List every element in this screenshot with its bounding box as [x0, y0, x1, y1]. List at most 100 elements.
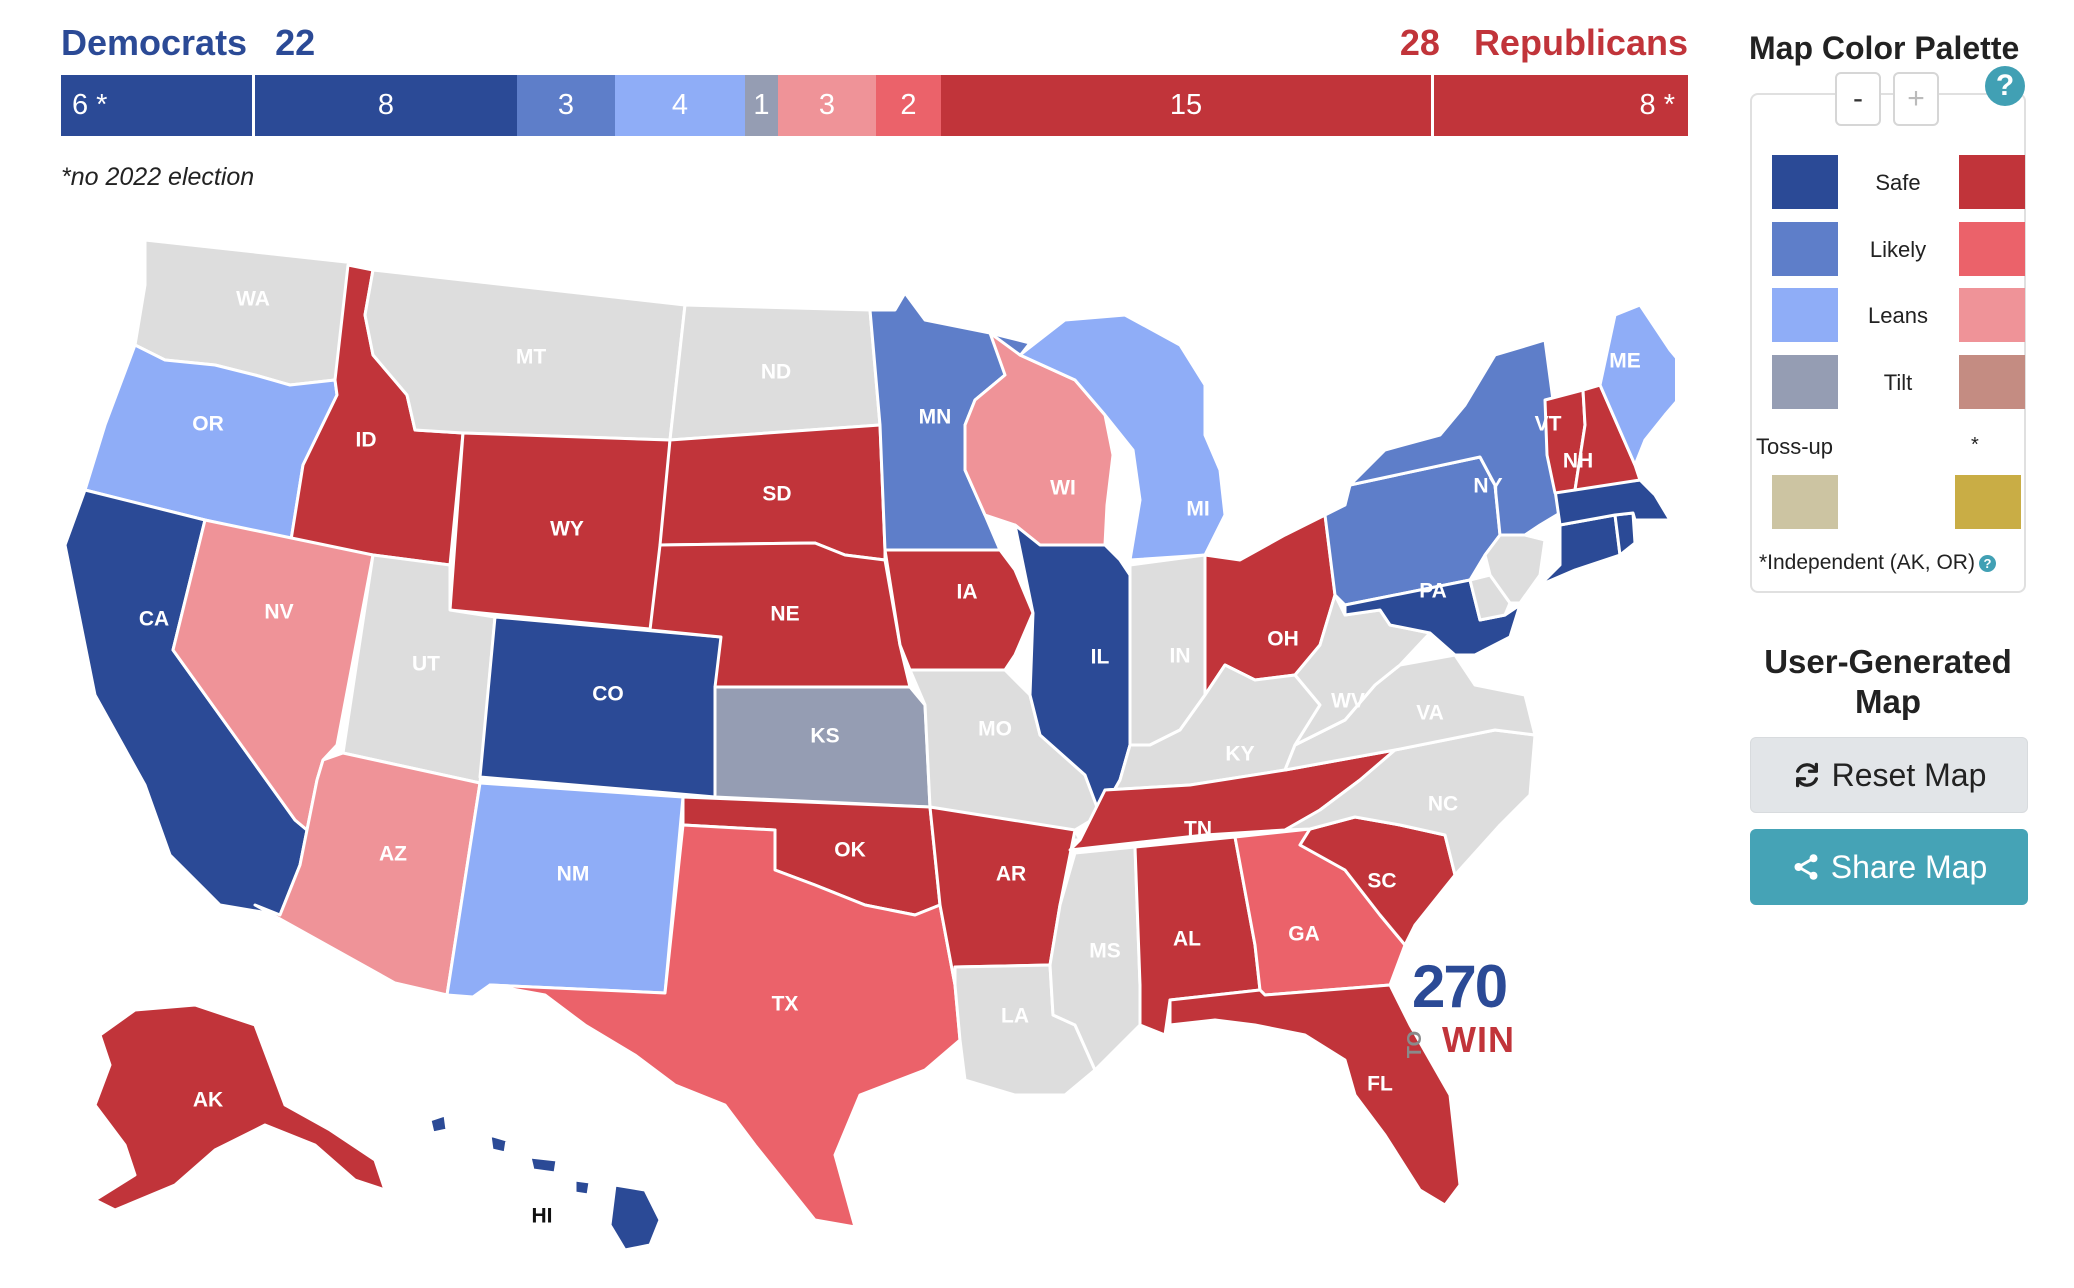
state-ri[interactable]	[1613, 511, 1637, 557]
label-va: VA	[1416, 702, 1444, 725]
palette-box	[1750, 93, 2026, 593]
label-ky: KY	[1225, 743, 1254, 766]
swatch-leans-rep[interactable]	[1959, 288, 2025, 342]
state-nm[interactable]	[445, 781, 685, 999]
swatch-tilt-rep[interactable]	[1959, 355, 2025, 409]
label-ca: CA	[139, 608, 169, 631]
swatch-independent[interactable]	[1955, 475, 2021, 529]
reset-map-button[interactable]: Reset Map	[1750, 737, 2028, 813]
state-mi[interactable]	[1018, 313, 1227, 562]
independent-label: *	[1971, 434, 1979, 456]
label-tn: TN	[1184, 818, 1212, 841]
seat-segment-tilt-d[interactable]: 1	[745, 75, 778, 136]
palette-title: Map Color Palette	[1749, 30, 2020, 66]
label-tx: TX	[772, 993, 799, 1016]
seat-bar: 6 * 8 3 4 1 3 2 15 8 *	[61, 75, 1688, 136]
label-wv: WV	[1331, 690, 1365, 713]
rating-label-likely: Likely	[1869, 237, 1927, 262]
state-nj[interactable]	[1483, 533, 1547, 605]
user-generated-map-title: User-Generated Map	[1764, 643, 2012, 720]
label-mn: MN	[919, 406, 952, 429]
state-nc[interactable]	[1283, 728, 1537, 877]
label-mt: MT	[516, 346, 546, 369]
label-sd: SD	[762, 483, 791, 506]
label-ne: NE	[770, 603, 799, 626]
swatch-safe-dem[interactable]	[1772, 155, 1838, 209]
label-pa: PA	[1419, 580, 1447, 603]
label-nh: NH	[1563, 450, 1593, 473]
seat-segment-safe-d-noelection[interactable]: 6 *	[61, 75, 255, 136]
label-az: AZ	[379, 843, 407, 866]
swatch-tilt-dem[interactable]	[1772, 355, 1838, 409]
label-nm: NM	[557, 863, 590, 886]
label-nc: NC	[1428, 793, 1458, 816]
state-ne[interactable]	[648, 541, 912, 689]
no-election-footnote: *no 2022 election	[61, 163, 255, 191]
label-ms: MS	[1089, 940, 1121, 963]
label-vt: VT	[1535, 413, 1562, 436]
state-ct[interactable]	[1538, 513, 1622, 587]
share-icon	[1794, 854, 1818, 880]
label-nd: ND	[761, 361, 791, 384]
label-sc: SC	[1367, 870, 1396, 893]
label-nv: NV	[264, 601, 293, 624]
rating-label-safe: Safe	[1875, 170, 1921, 195]
state-me[interactable]	[1598, 303, 1675, 467]
seat-segment-leans-r[interactable]: 3	[778, 75, 876, 136]
label-ak: AK	[193, 1089, 223, 1112]
label-ar: AR	[996, 863, 1026, 886]
help-icon[interactable]: ?	[1985, 66, 2025, 106]
seat-segment-safe-r-noelection[interactable]: 8 *	[1434, 75, 1688, 136]
rating-label-tilt: Tilt	[1883, 370, 1913, 395]
label-oh: OH	[1267, 628, 1299, 651]
label-ut: UT	[412, 653, 440, 676]
label-ga: GA	[1288, 923, 1320, 946]
logo-win: WIN	[1442, 1019, 1515, 1060]
label-mo: MO	[978, 718, 1012, 741]
state-ak[interactable]	[93, 1003, 387, 1212]
seat-segment-likely-d[interactable]: 3	[517, 75, 615, 136]
state-ia[interactable]	[883, 548, 1035, 672]
label-me: ME	[1609, 350, 1641, 373]
share-map-button[interactable]: Share Map	[1750, 829, 2028, 905]
us-map: WA OR CA ID NV MT WY UT AZ CO NM ND SD N…	[63, 238, 1675, 1252]
seat-segment-safe-r[interactable]: 15	[941, 75, 1434, 136]
label-ok: OK	[834, 839, 866, 862]
label-wy: WY	[550, 518, 584, 541]
label-ks: KS	[810, 725, 839, 748]
zoom-out-button[interactable]: -	[1835, 72, 1881, 126]
seat-segment-likely-r[interactable]: 2	[876, 75, 941, 136]
label-or: OR	[192, 413, 224, 436]
swatch-safe-rep[interactable]	[1959, 155, 2025, 209]
swatch-leans-dem[interactable]	[1772, 288, 1838, 342]
state-ms[interactable]	[1048, 845, 1142, 1072]
swatch-tossup[interactable]	[1772, 475, 1838, 529]
zoom-in-button[interactable]: +	[1893, 72, 1939, 126]
logo-number: 270	[1412, 953, 1508, 1020]
democrats-header: Democrats 22	[61, 22, 315, 64]
independent-help-icon[interactable]: ?	[1978, 554, 1996, 572]
state-tx[interactable]	[488, 823, 962, 1229]
label-mi: MI	[1186, 498, 1209, 521]
270towin-logo: 270 TO WIN	[1404, 953, 1518, 1061]
reset-map-label: Reset Map	[1831, 756, 1987, 793]
swatch-likely-rep[interactable]	[1959, 222, 2025, 276]
label-ia: IA	[957, 581, 978, 604]
label-la: LA	[1001, 1005, 1029, 1028]
seat-segment-leans-d[interactable]: 4	[615, 75, 745, 136]
state-de[interactable]	[1468, 573, 1512, 622]
state-co[interactable]	[478, 615, 723, 799]
tossup-label: Toss-up	[1756, 434, 1834, 459]
seat-segment-safe-d[interactable]: 8	[255, 75, 517, 136]
label-id: ID	[356, 429, 377, 452]
label-co: CO	[592, 683, 624, 706]
share-map-label: Share Map	[1830, 848, 1988, 885]
state-hi[interactable]	[428, 1113, 662, 1252]
label-al: AL	[1173, 928, 1201, 951]
swatch-likely-dem[interactable]	[1772, 222, 1838, 276]
label-fl: FL	[1367, 1073, 1393, 1096]
state-ma[interactable]	[1553, 478, 1672, 527]
republicans-header: 28 Republicans	[1400, 22, 1688, 64]
state-fl[interactable]	[1168, 983, 1462, 1207]
independent-note-text: *Independent (AK, OR)	[1759, 551, 1975, 574]
